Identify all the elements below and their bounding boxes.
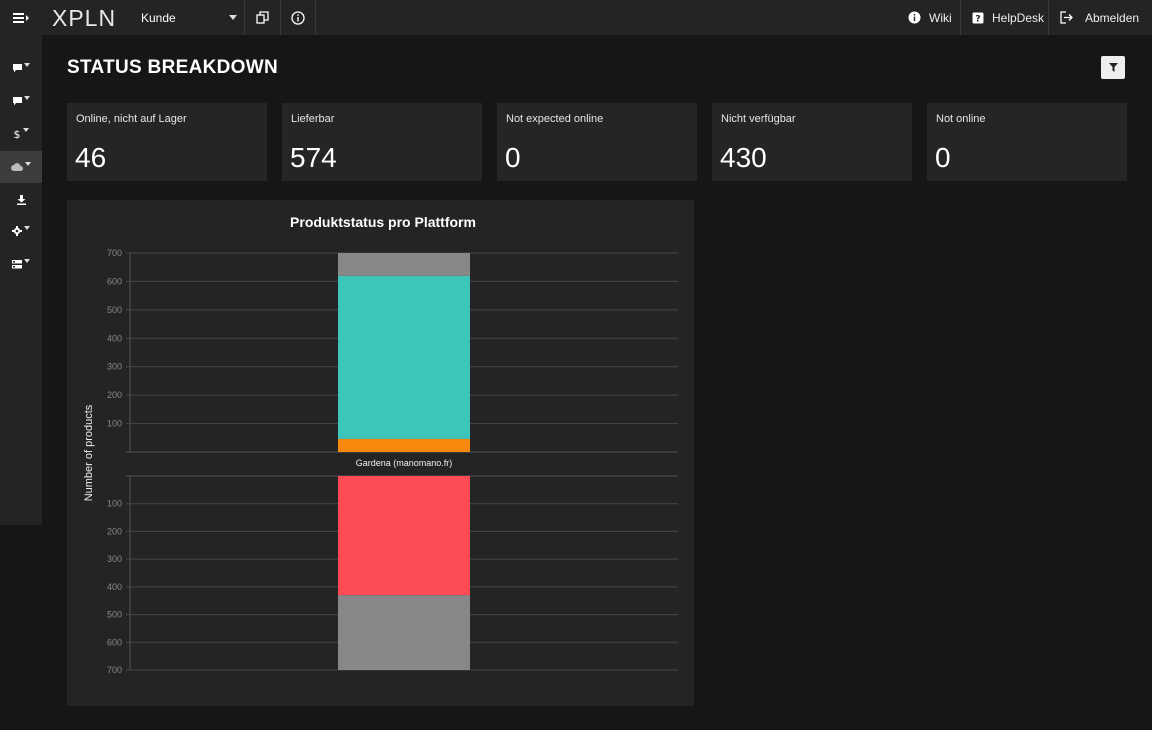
caret-down-icon <box>23 96 30 100</box>
stat-card-not-online: Not online 0 <box>927 103 1127 181</box>
svg-text:$: $ <box>14 128 21 139</box>
logout-link[interactable]: Abmelden <box>1060 0 1145 35</box>
dollar-icon: $ <box>14 128 21 139</box>
chevron-down-icon <box>229 15 237 20</box>
y-tick-label: 700 <box>107 665 122 675</box>
y-tick-label: 400 <box>107 582 122 592</box>
wiki-link[interactable]: Wiki <box>908 0 960 35</box>
y-tick-label: 400 <box>107 333 122 343</box>
sidebar-item-download[interactable] <box>0 184 42 216</box>
download-icon <box>16 195 26 205</box>
chart-y-axis-label: Number of products <box>83 404 95 501</box>
chart-title: Produktstatus pro Plattform <box>290 214 476 230</box>
info-filled-icon <box>908 11 921 24</box>
filter-icon <box>1108 63 1118 72</box>
topbar-divider <box>1048 0 1049 35</box>
y-tick-label: 300 <box>107 362 122 372</box>
sidebar-item-server[interactable] <box>0 248 42 280</box>
sidebar-item-messages[interactable] <box>0 52 42 84</box>
stat-value: 46 <box>75 142 107 173</box>
stat-label: Lieferbar <box>291 113 335 125</box>
x-category-label: Gardena (manomano.fr) <box>356 458 453 468</box>
bar-segment-lower <box>338 595 470 670</box>
filter-button[interactable] <box>1101 56 1125 79</box>
hamburger-icon <box>13 12 29 23</box>
helpdesk-label: HelpDesk <box>992 10 1045 25</box>
message-icon <box>12 63 22 72</box>
y-tick-label: 100 <box>107 499 122 509</box>
gear-icon <box>12 226 22 236</box>
y-tick-label: 600 <box>107 276 122 286</box>
stat-card-not-expected-online: Not expected online 0 <box>497 103 697 181</box>
brand-logo: XPLN <box>52 5 117 31</box>
stat-value: 430 <box>720 142 767 173</box>
logout-label: Abmelden <box>1085 10 1140 25</box>
caret-down-icon <box>24 226 30 230</box>
top-bar: XPLN Kunde Wiki ? HelpDesk <box>0 0 1152 35</box>
customer-select[interactable]: Kunde <box>131 0 245 35</box>
stat-card-not-available: Nicht verfügbar 430 <box>712 103 912 181</box>
y-tick-label: 300 <box>107 554 122 564</box>
caret-down-icon <box>25 162 31 166</box>
y-tick-label: 500 <box>107 610 122 620</box>
stat-value: 0 <box>935 142 951 173</box>
sidebar-item-settings[interactable] <box>0 215 42 247</box>
y-tick-label: 600 <box>107 637 122 647</box>
message-icon <box>12 96 22 105</box>
y-tick-label: 500 <box>107 305 122 315</box>
helpdesk-icon: ? <box>972 12 984 24</box>
y-tick-label: 200 <box>107 390 122 400</box>
server-icon <box>12 259 22 268</box>
stat-card-online-out-of-stock: Online, nicht auf Lager 46 <box>67 103 267 181</box>
stat-card-available: Lieferbar 574 <box>282 103 482 181</box>
logout-icon <box>1060 11 1073 24</box>
copy-icon <box>256 11 269 24</box>
bar-segment-upper <box>338 275 470 439</box>
y-tick-label: 200 <box>107 526 122 536</box>
menu-toggle-button[interactable] <box>0 0 42 35</box>
status-chart-panel: Produktstatus pro Plattform Number of pr… <box>67 200 694 706</box>
sidebar: $ <box>0 35 42 525</box>
stat-label: Not expected online <box>506 113 604 125</box>
topbar-divider <box>960 0 961 35</box>
sidebar-item-cloud[interactable] <box>0 151 42 183</box>
caret-down-icon <box>24 259 30 263</box>
bar-segment-lower <box>338 476 470 596</box>
info-button[interactable] <box>280 0 316 35</box>
status-chart: Produktstatus pro Plattform Number of pr… <box>83 214 678 675</box>
customer-select-label: Kunde <box>141 10 176 25</box>
stat-value: 574 <box>290 142 337 173</box>
cloud-icon <box>11 163 23 171</box>
bar-segment-upper <box>338 438 470 452</box>
page-title: STATUS BREAKDOWN <box>67 57 278 78</box>
stat-value: 0 <box>505 142 521 173</box>
wiki-label: Wiki <box>929 10 952 25</box>
stat-label: Online, nicht auf Lager <box>76 113 187 125</box>
sidebar-item-comments[interactable] <box>0 85 42 117</box>
caret-down-icon <box>23 63 30 67</box>
info-circle-icon <box>290 10 305 25</box>
svg-text:?: ? <box>975 14 980 24</box>
helpdesk-link[interactable]: ? HelpDesk <box>972 0 1048 35</box>
stat-label: Not online <box>936 113 986 125</box>
caret-down-icon <box>23 128 29 132</box>
bar-segment-upper <box>338 253 470 276</box>
stat-label: Nicht verfügbar <box>721 113 796 125</box>
y-tick-label: 100 <box>107 419 122 429</box>
copy-button[interactable] <box>245 0 281 35</box>
sidebar-item-pricing[interactable]: $ <box>0 117 42 149</box>
y-tick-label: 700 <box>107 248 122 258</box>
